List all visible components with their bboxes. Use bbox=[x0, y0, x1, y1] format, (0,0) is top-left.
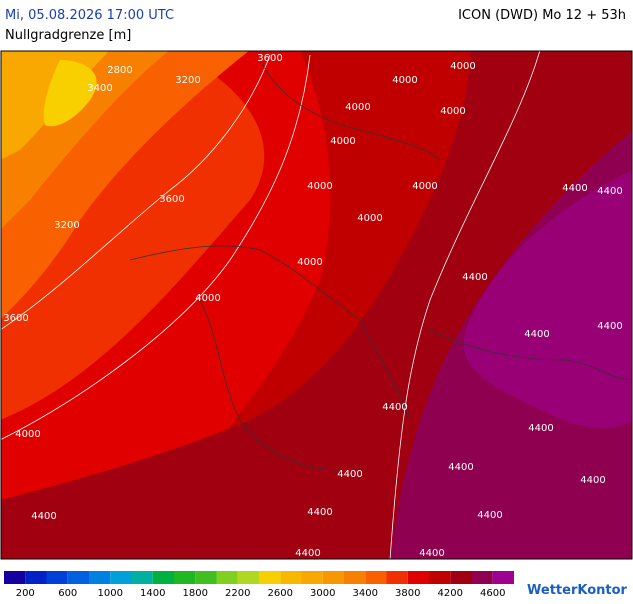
contour-label: 4000 bbox=[195, 293, 220, 304]
contour-label: 4000 bbox=[345, 102, 370, 113]
colorbar-swatch bbox=[344, 571, 366, 584]
contour-label: 4400 bbox=[448, 462, 473, 473]
colorbar-swatch bbox=[322, 571, 344, 584]
colorbar-swatch bbox=[152, 571, 174, 584]
colorbar-swatch bbox=[429, 571, 451, 584]
colorbar-swatch bbox=[195, 571, 217, 584]
contour-label: 3200 bbox=[175, 75, 200, 86]
contour-label: 4400 bbox=[562, 183, 587, 194]
contour-label: 3400 bbox=[87, 83, 112, 94]
colorbar-label: 3800 bbox=[395, 588, 420, 599]
contour-label: 2800 bbox=[107, 65, 132, 76]
contour-label: 4400 bbox=[528, 423, 553, 434]
colorbar-swatch bbox=[46, 571, 68, 584]
colorbar-swatch bbox=[492, 571, 514, 584]
contour-label: 3200 bbox=[54, 220, 79, 231]
map: 3600 2800 3200 3400 4000 4000 4000 4000 4000 3600… bbox=[0, 50, 633, 560]
contour-label: 4400 bbox=[337, 469, 362, 480]
colorbar-label: 200 bbox=[16, 588, 35, 599]
colorbar-swatch bbox=[280, 571, 302, 584]
contour-label: 4000 bbox=[330, 136, 355, 147]
contour-label: 4400 bbox=[597, 321, 622, 332]
colorbar: 200 600 1000 1400 1800 2200 2600 3000 3400 3800 42… bbox=[4, 571, 514, 599]
colorbar-label: 3400 bbox=[353, 588, 378, 599]
contour-label: 4000 bbox=[307, 181, 332, 192]
colorbar-swatch bbox=[4, 571, 26, 584]
colorbar-swatch bbox=[174, 571, 196, 584]
colorbar-swatch bbox=[237, 571, 259, 584]
contour-label: 4000 bbox=[440, 106, 465, 117]
contour-label: 4400 bbox=[419, 548, 444, 559]
colorbar-label: 3000 bbox=[310, 588, 335, 599]
colorbar-swatch bbox=[365, 571, 387, 584]
contour-label: 4400 bbox=[295, 548, 320, 559]
colorbar-label: 1800 bbox=[183, 588, 208, 599]
colorbar-swatch bbox=[450, 571, 472, 584]
colorbar-swatch bbox=[25, 571, 47, 584]
logo: WetterKontor bbox=[527, 583, 628, 598]
colorbar-swatch bbox=[471, 571, 493, 584]
contour-label: 3600 bbox=[159, 194, 184, 205]
colorbar-label: 1400 bbox=[140, 588, 165, 599]
contour-label: 4000 bbox=[412, 181, 437, 192]
colorbar-swatch bbox=[386, 571, 408, 584]
contour-label: 4400 bbox=[307, 507, 332, 518]
colorbar-label: 1000 bbox=[98, 588, 123, 599]
contour-label: 4400 bbox=[477, 510, 502, 521]
colorbar-swatch bbox=[407, 571, 429, 584]
colorbar-swatch bbox=[301, 571, 323, 584]
colorbar-swatch bbox=[89, 571, 111, 584]
contour-label: 4400 bbox=[597, 186, 622, 197]
contour-label: 3600 bbox=[257, 53, 282, 64]
colorbar-swatch bbox=[110, 571, 132, 584]
colorbar-swatch bbox=[67, 571, 89, 584]
contour-label: 4400 bbox=[580, 475, 605, 486]
valid-time: Mi, 05.08.2026 17:00 UTC bbox=[5, 8, 174, 23]
colorbar-label: 4600 bbox=[480, 588, 505, 599]
colorbar-label: 600 bbox=[58, 588, 77, 599]
contour-label: 4000 bbox=[450, 61, 475, 72]
model-run: ICON (DWD) Mo 12 + 53h bbox=[458, 8, 626, 23]
colorbar-swatch bbox=[131, 571, 153, 584]
colorbar-label: 2600 bbox=[268, 588, 293, 599]
contour-label: 4000 bbox=[15, 429, 40, 440]
colorbar-swatch bbox=[259, 571, 281, 584]
colorbar-swatch bbox=[216, 571, 238, 584]
contour-label: 4400 bbox=[462, 272, 487, 283]
contour-label: 4400 bbox=[31, 511, 56, 522]
contour-label: 4000 bbox=[297, 257, 322, 268]
contour-label: 3600 bbox=[3, 313, 28, 324]
contour-label: 4000 bbox=[357, 213, 382, 224]
contour-label: 4000 bbox=[392, 75, 417, 86]
colorbar-label: 4200 bbox=[438, 588, 463, 599]
contour-label: 4400 bbox=[382, 402, 407, 413]
parameter: Nullgradgrenze [m] bbox=[5, 28, 131, 43]
colorbar-label: 2200 bbox=[225, 588, 250, 599]
contour-label: 4400 bbox=[524, 329, 549, 340]
